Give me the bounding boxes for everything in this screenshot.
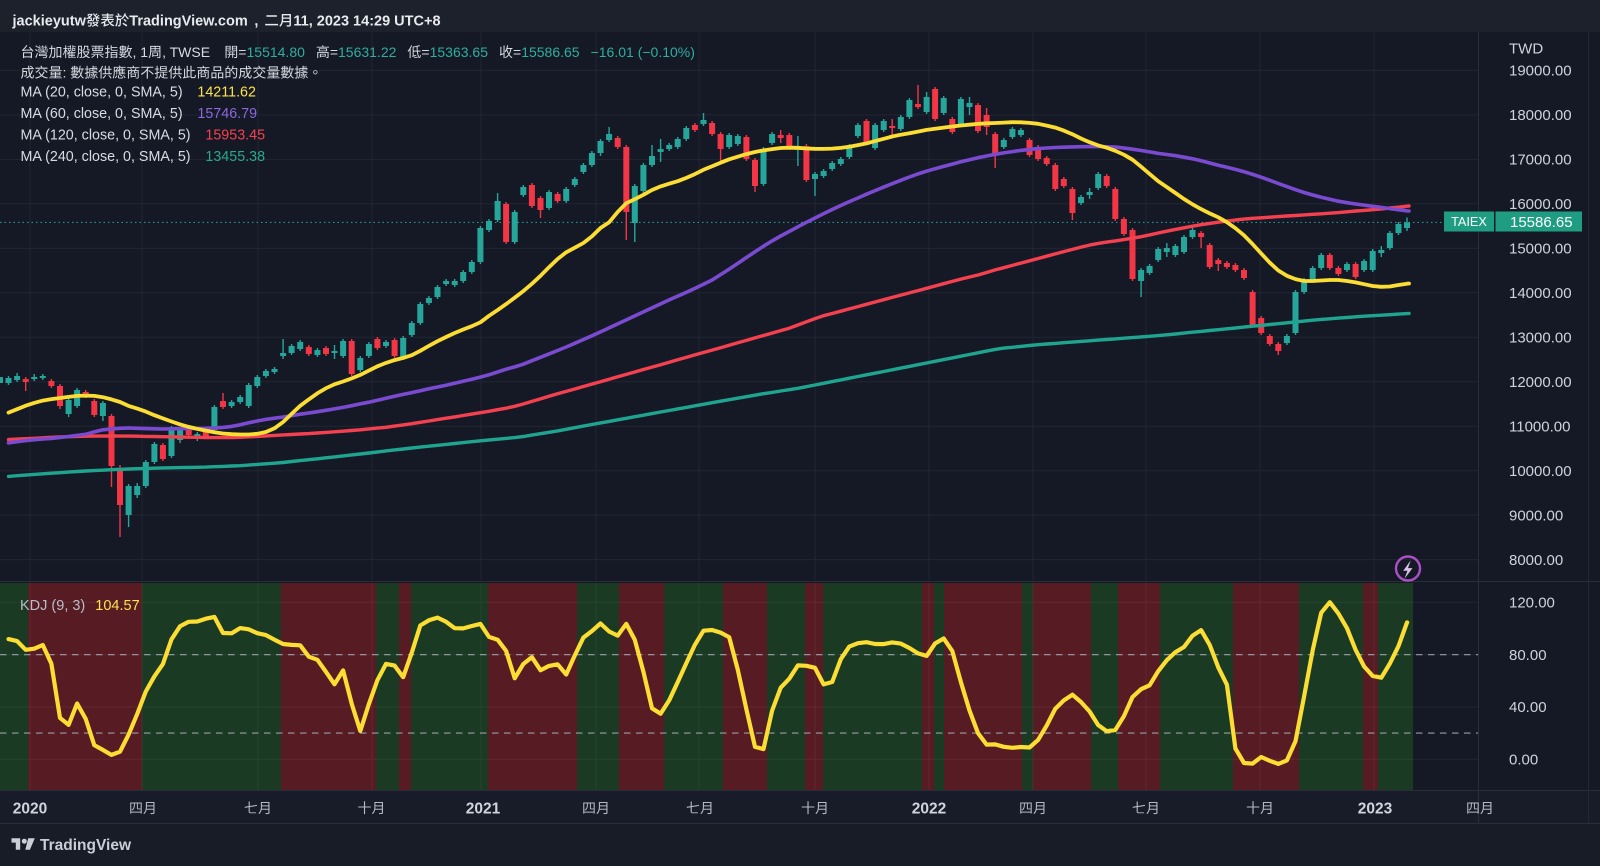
svg-text:12000.00: 12000.00 — [1509, 374, 1572, 391]
svg-text:10000.00: 10000.00 — [1509, 463, 1572, 480]
svg-text:15514.80: 15514.80 — [247, 44, 306, 60]
svg-text:TAIEX: TAIEX — [1451, 215, 1487, 229]
svg-text:8000.00: 8000.00 — [1509, 552, 1563, 569]
svg-text:jackieyutw: jackieyutw — [12, 14, 87, 30]
svg-text:40.00: 40.00 — [1509, 699, 1547, 716]
svg-text:11, 2023 14:29 UTC+8: 11, 2023 14:29 UTC+8 — [293, 14, 440, 30]
svg-text:2021: 2021 — [466, 801, 501, 818]
svg-text:15586.65: 15586.65 — [521, 44, 580, 60]
svg-text:16000.00: 16000.00 — [1509, 196, 1572, 213]
svg-text:KDJ (9, 3): KDJ (9, 3) — [20, 598, 85, 614]
svg-text:13000.00: 13000.00 — [1509, 330, 1572, 347]
svg-text:15363.65: 15363.65 — [430, 44, 489, 60]
svg-text:MA (20, close, 0, SMA, 5): MA (20, close, 0, SMA, 5) — [21, 85, 183, 101]
svg-text:=: = — [421, 44, 429, 60]
svg-text:15631.22: 15631.22 — [338, 44, 397, 60]
svg-text:, TWSE: , TWSE — [162, 44, 210, 60]
svg-text:MA (60, close, 0, SMA, 5): MA (60, close, 0, SMA, 5) — [21, 106, 183, 122]
svg-text:, 1: , 1 — [133, 44, 149, 60]
svg-text::: : — [63, 65, 67, 81]
svg-text:TradingView.com: TradingView.com — [129, 14, 247, 30]
svg-text:9000.00: 9000.00 — [1509, 508, 1563, 525]
svg-text:0.00: 0.00 — [1509, 752, 1538, 769]
svg-text:18000.00: 18000.00 — [1509, 107, 1572, 124]
svg-text:=: = — [513, 44, 521, 60]
svg-text:80.00: 80.00 — [1509, 647, 1547, 664]
svg-text:,: , — [254, 14, 258, 30]
svg-text:15953.45: 15953.45 — [205, 128, 265, 144]
svg-text:TradingView: TradingView — [40, 837, 132, 854]
svg-text:13455.38: 13455.38 — [205, 149, 265, 165]
svg-text:14211.62: 14211.62 — [197, 85, 256, 101]
svg-text:120.00: 120.00 — [1509, 595, 1555, 612]
svg-text:=: = — [238, 44, 246, 60]
svg-text:15746.79: 15746.79 — [197, 106, 257, 122]
svg-text:=: = — [330, 44, 338, 60]
svg-text:15000.00: 15000.00 — [1509, 241, 1572, 258]
svg-text:2020: 2020 — [13, 801, 47, 818]
svg-text:MA (120, close, 0, SMA, 5): MA (120, close, 0, SMA, 5) — [21, 128, 191, 144]
svg-text:TWD: TWD — [1509, 41, 1543, 58]
svg-text:2022: 2022 — [912, 801, 946, 818]
svg-text:104.57: 104.57 — [95, 598, 139, 614]
svg-text:15586.65: 15586.65 — [1510, 214, 1573, 231]
svg-text:11000.00: 11000.00 — [1509, 419, 1570, 436]
svg-text:MA (240, close, 0, SMA, 5): MA (240, close, 0, SMA, 5) — [21, 149, 191, 165]
svg-text:17000.00: 17000.00 — [1509, 152, 1572, 169]
svg-text:19000.00: 19000.00 — [1509, 63, 1572, 80]
svg-text:2023: 2023 — [1358, 801, 1393, 818]
svg-text:−16.01 (−0.10%): −16.01 (−0.10%) — [591, 44, 695, 60]
svg-text:14000.00: 14000.00 — [1509, 285, 1572, 302]
